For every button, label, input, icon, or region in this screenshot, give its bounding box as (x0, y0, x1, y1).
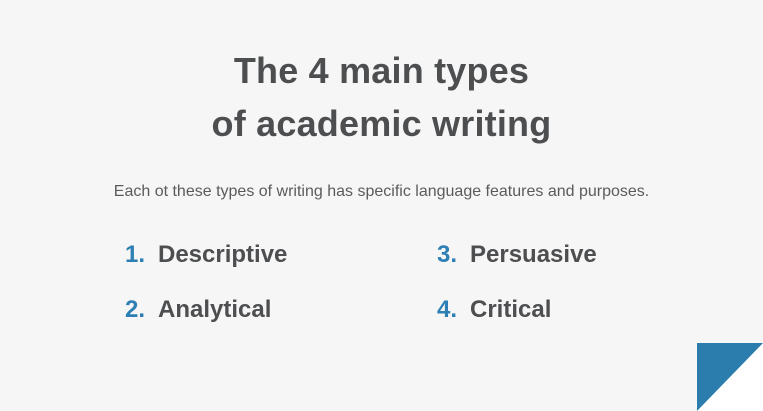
writing-types-list: 1. Descriptive 2. Analytical 3. Persuasi… (0, 240, 763, 325)
item-number: 2. (125, 296, 146, 323)
item-number: 1. (125, 241, 146, 268)
title-line-1: The 4 main types (233, 50, 530, 91)
item-label: Analytical (158, 296, 272, 323)
item-number: 3. (437, 241, 458, 268)
list-item-persuasive: 3. Persuasive (437, 240, 763, 270)
slide-title: The 4 main types of academic writing (0, 44, 763, 150)
item-number: 4. (437, 296, 458, 323)
list-item-analytical: 2. Analytical (125, 295, 437, 325)
item-label: Persuasive (470, 241, 597, 268)
corner-decoration (697, 343, 763, 411)
list-item-descriptive: 1. Descriptive (125, 240, 437, 270)
item-label: Descriptive (158, 241, 288, 268)
item-label: Critical (470, 296, 552, 323)
list-item-critical: 4. Critical (437, 295, 763, 325)
title-line-2: of academic writing (211, 103, 552, 144)
slide-subtitle: Each ot these types of writing has speci… (113, 183, 650, 200)
corner-triangle-icon (697, 343, 763, 411)
